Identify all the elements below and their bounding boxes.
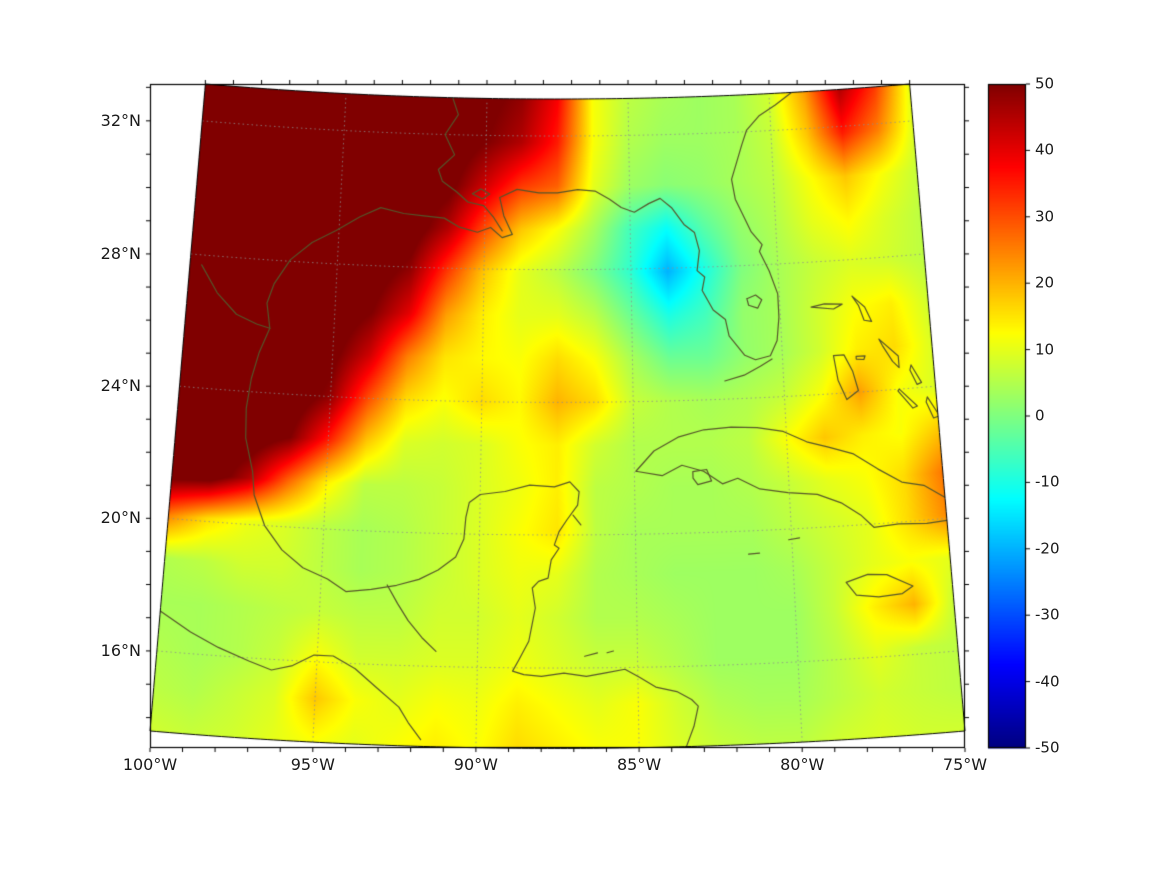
figure: 100°W 95°W 90°W 85°W 80°W 75°W 16°N 20°N 24°N 28°… [0, 0, 1167, 875]
map-plot-canvas [0, 0, 1167, 875]
